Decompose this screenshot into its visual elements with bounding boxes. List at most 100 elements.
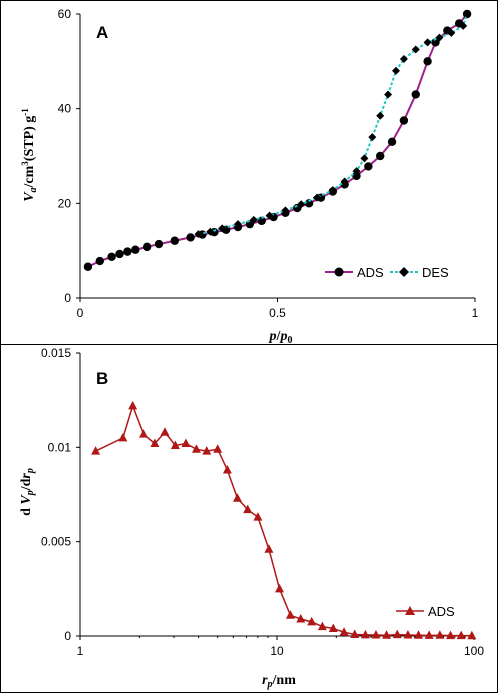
data-point-b-ads	[138, 429, 148, 438]
data-point-des	[399, 54, 408, 63]
data-point-b-ads	[435, 630, 445, 639]
data-point-ads	[387, 137, 397, 146]
data-point-des	[435, 33, 444, 42]
panel-a: A 0 0.5 1 0 20 40 60 p/p0 Va/cm3(STP) g-1 ADS …	[20, 7, 479, 346]
data-point-des	[328, 186, 337, 195]
panel-a-xtick-label: 1	[472, 306, 479, 320]
data-point-b-ads	[222, 464, 232, 474]
data-point-b-ads	[213, 444, 223, 453]
data-point-b-ads	[446, 630, 456, 640]
panel-a-ytick-label: 60	[58, 7, 72, 21]
panel-a-xlabel: p/p0	[269, 329, 293, 346]
panel-b-xlabel: rp/nm	[262, 673, 296, 690]
panel-b-ylabel: d Vp/drp	[19, 468, 36, 516]
data-point-ads	[399, 116, 409, 125]
data-point-ads	[154, 239, 164, 249]
data-point-des	[463, 10, 472, 18]
data-point-ads	[352, 171, 361, 181]
panel-b-xtick-label: 100	[464, 644, 484, 658]
panel-a-ytick-label: 0	[64, 291, 71, 305]
data-point-des	[352, 167, 361, 176]
panel-b-series	[91, 400, 477, 640]
panel-a-ylabel: Va/cm3(STP) g-1	[20, 108, 39, 202]
panel-b-legend: ADS	[396, 604, 455, 619]
data-point-b-ads	[328, 623, 338, 632]
data-point-ads	[186, 233, 195, 242]
data-point-b-ads	[150, 438, 160, 448]
data-point-des	[218, 224, 227, 233]
panel-b-xtick-label: 10	[270, 644, 284, 658]
data-point-b-ads	[91, 446, 101, 455]
data-point-des	[297, 200, 306, 209]
panel-b-ytick-label: 0.005	[41, 535, 71, 549]
data-point-b-ads	[456, 630, 466, 640]
panel-b-xtick-label: 1	[77, 644, 84, 658]
data-point-ads	[123, 247, 132, 256]
series-ads-line	[87, 13, 468, 268]
panel-b-frame	[0, 344, 498, 693]
data-point-b-ads	[414, 630, 424, 639]
panel-a-xtick-label: 0	[77, 306, 84, 320]
data-point-des	[265, 211, 274, 220]
data-point-des	[447, 28, 456, 37]
data-point-ads	[131, 245, 140, 254]
legend-b-ads-label: ADS	[428, 604, 455, 619]
data-point-des	[423, 38, 432, 47]
panel-b-ytick-label: 0.01	[48, 440, 72, 454]
data-point-des	[360, 154, 369, 163]
data-point-ads	[423, 57, 432, 66]
series-b-ads	[91, 400, 477, 640]
data-point-ads	[95, 256, 104, 266]
data-point-b-ads	[264, 544, 274, 553]
data-point-des	[384, 90, 393, 99]
data-point-b-ads	[467, 630, 477, 640]
data-point-ads	[376, 151, 385, 161]
data-point-b-ads	[181, 438, 191, 448]
panel-a-ytick-label: 20	[58, 196, 72, 210]
data-point-b-ads	[253, 512, 263, 521]
data-point-b-ads	[170, 440, 180, 449]
data-point-b-ads	[424, 630, 434, 639]
panel-a-frame	[0, 0, 498, 345]
data-point-des	[376, 111, 385, 120]
data-point-b-ads	[285, 610, 295, 619]
panel-a-series	[83, 9, 472, 271]
data-point-des	[194, 230, 203, 239]
panel-a-legend: ADS DES	[325, 265, 449, 280]
data-point-b-ads	[243, 504, 253, 514]
data-point-b-ads	[275, 583, 285, 593]
panel-b-tick-labels: 1 10 100 0 0.005 0.01 0.015	[41, 346, 484, 658]
data-point-b-ads	[118, 432, 128, 442]
panel-b-letter: B	[96, 369, 108, 388]
panel-b-ytick-label: 0	[64, 629, 71, 643]
legend-ads-marker	[334, 267, 344, 277]
data-point-b-ads	[307, 616, 317, 626]
data-point-ads	[304, 199, 314, 208]
panel-b: B 1 10 100 0 0.005 0.01 0.015 rp/nm d Vp/drp A…	[19, 346, 484, 690]
data-point-b-ads	[128, 400, 138, 410]
panel-b-axes	[76, 352, 475, 640]
data-point-des	[206, 227, 215, 236]
panel-b-ytick-label: 0.015	[41, 346, 71, 360]
legend-des-label: DES	[422, 265, 449, 280]
data-point-b-ads	[392, 629, 402, 639]
data-point-b-ads	[339, 627, 349, 636]
data-point-des	[234, 220, 242, 229]
data-point-ads	[142, 242, 152, 252]
data-point-b-ads	[232, 493, 242, 502]
data-point-b-ads	[191, 444, 201, 453]
data-point-b-ads	[403, 630, 413, 639]
data-point-des	[340, 177, 349, 186]
legend-b-ads-marker	[405, 606, 415, 615]
data-point-b-ads	[160, 427, 170, 436]
data-point-des	[249, 215, 258, 224]
data-point-b-ads	[202, 446, 212, 455]
data-point-ads	[411, 90, 420, 99]
data-point-des	[313, 193, 321, 202]
panel-a-tick-labels: 0 0.5 1 0 20 40 60	[58, 7, 479, 320]
legend-ads-label: ADS	[357, 265, 384, 280]
series-b-ads-line	[95, 403, 472, 637]
series-des-line	[198, 13, 469, 236]
data-point-b-ads	[350, 629, 360, 638]
